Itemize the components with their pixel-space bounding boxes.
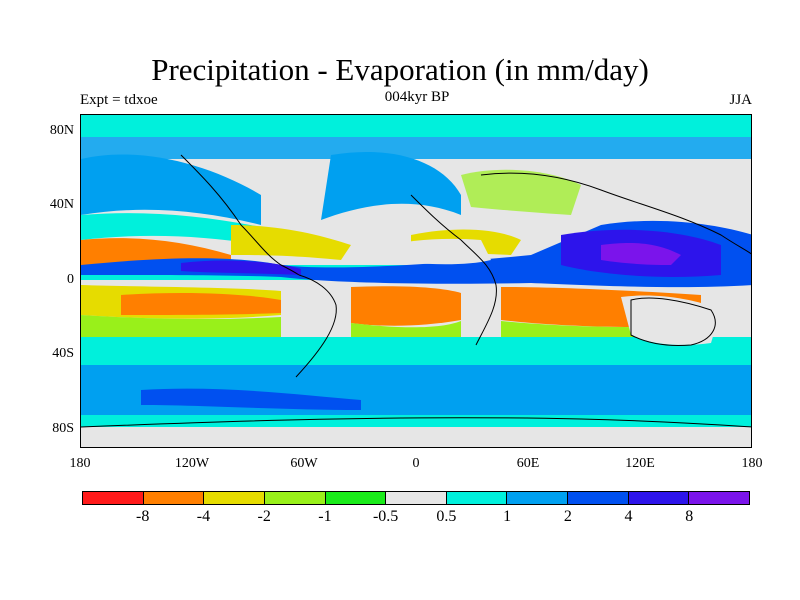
map-title: Precipitation - Evaporation (in mm/day) bbox=[151, 52, 649, 87]
colorbar-segment bbox=[204, 492, 265, 504]
colorbar-label: -0.5 bbox=[372, 508, 399, 525]
lat-label-0: 0 bbox=[67, 272, 74, 287]
lon-label-0: 0 bbox=[412, 456, 420, 471]
map-subtitle: 004kyr BP bbox=[384, 89, 450, 105]
lat-label-80n: 80N bbox=[49, 123, 74, 138]
colorbar-label: -1 bbox=[318, 508, 332, 525]
colorbar-segment bbox=[83, 492, 144, 504]
lon-label-60w: 60W bbox=[290, 456, 318, 471]
colorbar-segment bbox=[689, 492, 750, 504]
colorbar-segment bbox=[446, 492, 508, 504]
lon-label-180w: 180 bbox=[69, 456, 91, 471]
map-plot bbox=[80, 114, 752, 448]
colorbar-segment bbox=[386, 492, 447, 504]
experiment-label: Expt = tdxoe bbox=[80, 92, 158, 108]
colorbar bbox=[82, 491, 750, 505]
colorbar-label: 4 bbox=[624, 508, 633, 525]
colorbar-segment bbox=[507, 492, 569, 504]
lon-label-180e: 180 bbox=[741, 456, 763, 471]
colorbar-label: 2 bbox=[563, 508, 572, 525]
lon-label-120w: 120W bbox=[174, 456, 210, 471]
lat-label-80s: 80S bbox=[52, 421, 74, 436]
lon-label-120e: 120E bbox=[625, 456, 655, 471]
colorbar-segment bbox=[628, 492, 690, 504]
colorbar-segment bbox=[568, 492, 629, 504]
colorbar-segment bbox=[264, 492, 326, 504]
map-field bbox=[81, 115, 751, 447]
season-label: JJA bbox=[729, 92, 752, 108]
colorbar-segment bbox=[143, 492, 205, 504]
colorbar-label: 0.5 bbox=[436, 508, 457, 525]
colorbar-label: 1 bbox=[503, 508, 512, 525]
colorbar-label: -8 bbox=[136, 508, 150, 525]
lat-label-40s: 40S bbox=[52, 346, 74, 361]
colorbar-label: -4 bbox=[196, 508, 211, 525]
lat-label-40n: 40N bbox=[49, 197, 74, 212]
colorbar-label: 8 bbox=[685, 508, 694, 525]
colorbar-segment bbox=[325, 492, 387, 504]
lon-label-60e: 60E bbox=[516, 456, 540, 471]
colorbar-label: -2 bbox=[257, 508, 271, 525]
